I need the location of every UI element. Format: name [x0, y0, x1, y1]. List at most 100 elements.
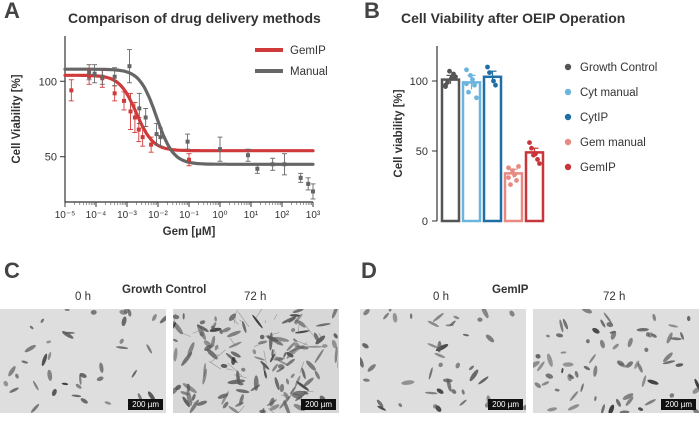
bar-point — [464, 67, 469, 73]
y-tick-label: 50 — [45, 152, 57, 164]
cell — [46, 340, 52, 344]
bar-0 — [440, 78, 461, 223]
micrograph-vignette — [360, 309, 526, 413]
scale-bar: 200 µm — [128, 399, 163, 410]
data-point-manual — [100, 74, 105, 79]
cell — [290, 373, 295, 379]
cell — [196, 324, 209, 332]
cell — [583, 365, 591, 371]
cell — [622, 393, 634, 400]
cell — [547, 407, 558, 412]
micrograph-gemip-0h: 200 µm — [360, 309, 526, 413]
cell — [554, 388, 560, 392]
cell — [581, 309, 593, 314]
cell — [574, 370, 579, 378]
cell-process — [336, 356, 339, 368]
bar-2 — [482, 75, 503, 223]
data-point-manual — [298, 175, 303, 180]
bar-point — [514, 178, 519, 183]
cell-process — [293, 342, 308, 355]
cell — [641, 375, 647, 388]
cell — [331, 339, 337, 349]
cell — [279, 383, 285, 393]
panel-a-title: Comparison of drug delivery methods — [68, 10, 321, 26]
data-point-manual — [282, 162, 287, 167]
cell — [3, 380, 9, 387]
panel-b-letter: B — [364, 0, 380, 23]
legend-label-2: CytIP — [580, 112, 608, 124]
cell — [235, 389, 250, 394]
cell — [260, 360, 270, 370]
scale-bar: 200 µm — [301, 399, 336, 410]
cell — [462, 333, 470, 337]
cell-process — [230, 316, 239, 325]
x-tick-label: 10⁰ — [212, 210, 227, 221]
cell — [47, 369, 53, 381]
cell — [541, 381, 550, 386]
cell — [182, 396, 190, 408]
cell — [286, 358, 295, 366]
cell — [586, 339, 590, 344]
cell — [173, 322, 177, 330]
cell — [627, 337, 633, 348]
cell — [228, 341, 242, 348]
bar-point — [493, 82, 498, 88]
cell — [119, 309, 128, 315]
cell — [231, 356, 236, 365]
cell — [146, 344, 153, 354]
legend-label-3: Gem manual — [580, 137, 646, 149]
cell — [663, 352, 673, 362]
cell — [694, 378, 699, 390]
cell — [199, 320, 206, 325]
cell — [222, 327, 231, 333]
x-tick-label: 10⁻² — [148, 210, 168, 221]
cell — [272, 363, 278, 372]
data-point-manual — [112, 74, 117, 79]
cell-process — [290, 391, 302, 401]
cell-process — [253, 342, 263, 347]
data-point-gemip — [132, 115, 137, 120]
legend-dot-3 — [564, 138, 572, 146]
panel-d-letter: D — [361, 258, 377, 283]
cell — [459, 399, 467, 406]
cell — [182, 313, 185, 320]
cell — [692, 407, 699, 413]
cell — [562, 318, 569, 330]
cell — [461, 389, 465, 395]
cell — [90, 309, 97, 315]
y-tick-label: 100 — [410, 76, 428, 88]
cell — [533, 361, 540, 369]
cell — [306, 360, 316, 371]
cell-process — [234, 315, 236, 324]
x-tick-label: 10² — [275, 210, 290, 221]
bar-point — [512, 172, 517, 178]
bar-1 — [461, 81, 482, 223]
cell — [600, 319, 606, 328]
cell — [41, 353, 48, 366]
cell — [306, 345, 323, 348]
cell — [257, 340, 268, 345]
cell — [197, 324, 207, 341]
cell-process — [268, 334, 271, 349]
data-point-manual — [218, 147, 222, 152]
data-point-manual — [311, 189, 315, 194]
data-point-manual — [127, 64, 132, 69]
cell — [668, 324, 679, 328]
data-point-manual — [245, 153, 250, 158]
legend-dot-0 — [564, 63, 572, 71]
cell-process — [318, 333, 323, 340]
cell — [276, 367, 285, 373]
bar-point — [445, 80, 450, 85]
panel-c-letter: C — [4, 258, 20, 283]
data-point-manual — [306, 181, 311, 186]
data-point-gemip — [149, 142, 154, 147]
panel-c-time-72h: 72 h — [244, 291, 267, 303]
x-tick-label: 10⁻⁵ — [55, 210, 76, 221]
cell — [313, 332, 320, 342]
x-tick-label: 10⁻¹ — [179, 210, 199, 221]
cell — [173, 347, 178, 362]
cell — [71, 394, 82, 398]
cell — [434, 352, 446, 359]
cell — [289, 314, 301, 317]
cell — [634, 360, 640, 369]
